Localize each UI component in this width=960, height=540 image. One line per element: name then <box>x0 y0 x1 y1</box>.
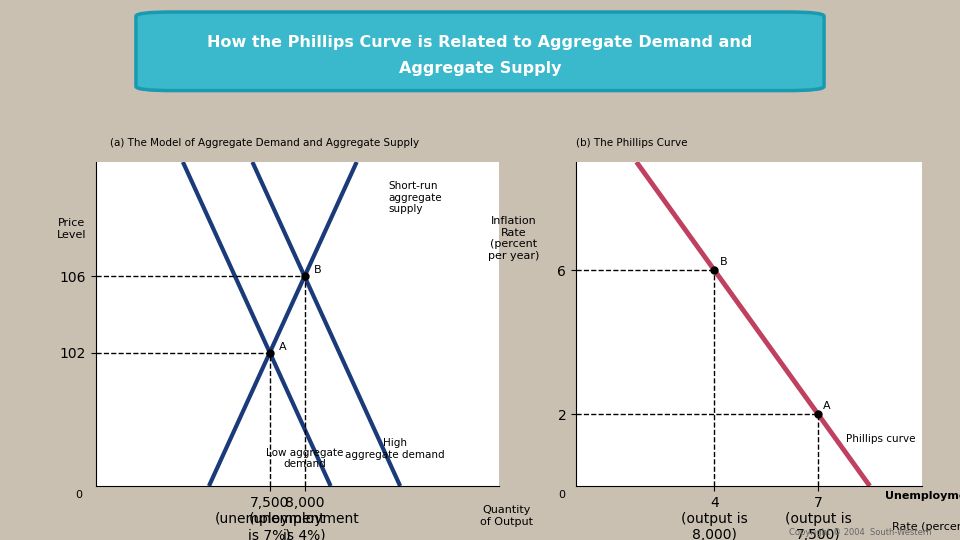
Text: (b) The Phillips Curve: (b) The Phillips Curve <box>576 138 687 149</box>
Text: Copyright © 2004  South-Western: Copyright © 2004 South-Western <box>788 528 931 537</box>
Text: Unemployment: Unemployment <box>885 491 960 502</box>
Text: Aggregate Supply: Aggregate Supply <box>398 62 562 76</box>
Text: B: B <box>314 266 322 275</box>
Text: (a) The Model of Aggregate Demand and Aggregate Supply: (a) The Model of Aggregate Demand and Ag… <box>110 138 420 149</box>
Text: Low aggregate
demand: Low aggregate demand <box>266 448 344 469</box>
Text: A: A <box>278 342 286 352</box>
Text: Quantity
of Output: Quantity of Output <box>480 505 533 526</box>
Text: How the Phillips Curve is Related to Aggregate Demand and: How the Phillips Curve is Related to Agg… <box>207 35 753 50</box>
FancyBboxPatch shape <box>136 12 824 91</box>
Text: 0: 0 <box>75 490 83 500</box>
Text: High
aggregate demand: High aggregate demand <box>345 438 444 460</box>
Text: 0: 0 <box>559 490 565 500</box>
Text: Short-run
aggregate
supply: Short-run aggregate supply <box>388 181 442 214</box>
Text: Phillips curve: Phillips curve <box>846 434 915 444</box>
Text: Price
Level: Price Level <box>57 218 86 240</box>
Text: B: B <box>719 256 727 267</box>
Text: Rate (percent): Rate (percent) <box>892 522 960 532</box>
Text: Inflation
Rate
(percent
per year): Inflation Rate (percent per year) <box>488 216 540 261</box>
Text: A: A <box>823 401 830 410</box>
